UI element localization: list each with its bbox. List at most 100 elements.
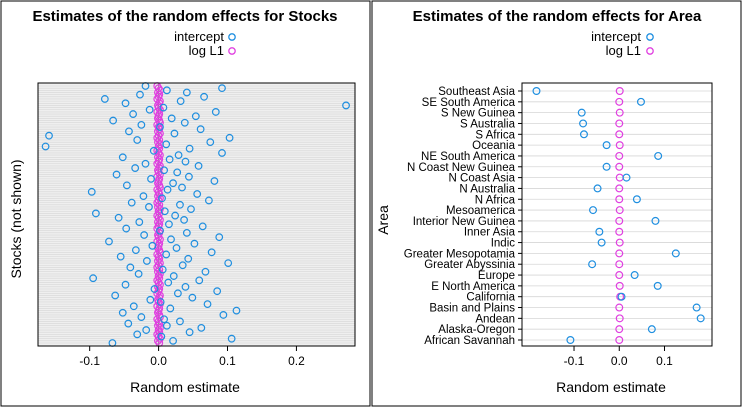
left-point-intercept <box>172 244 181 252</box>
right-ytick-label: Southeast Asia <box>438 86 515 98</box>
left-point-intercept <box>227 334 236 343</box>
right-xtick-label: 0.0 <box>611 354 628 368</box>
left-point-intercept <box>147 174 155 183</box>
left-point-intercept <box>148 241 157 250</box>
left-point-intercept <box>195 276 204 285</box>
right-point-intercept <box>653 281 662 290</box>
right-point-intercept <box>622 173 631 182</box>
left-point-intercept <box>180 118 189 127</box>
right-point-intercept <box>532 86 541 95</box>
right-legend-label-intercept: intercept <box>591 29 641 44</box>
left-point-intercept <box>133 136 142 144</box>
left-legend-label-intercept: intercept <box>174 29 224 44</box>
left-point-intercept <box>215 233 224 242</box>
right-point-intercept <box>593 184 602 193</box>
left-point-intercept <box>197 323 206 332</box>
left-point-intercept <box>173 168 182 177</box>
left-legend-marker-logl1 <box>228 47 236 55</box>
right-plot-frame <box>521 82 713 347</box>
left-title: Estimates of the random effects for Stoc… <box>32 8 337 25</box>
right-point-logl1 <box>615 130 624 139</box>
left-point-intercept <box>178 183 186 192</box>
left-point-intercept <box>162 86 171 95</box>
right-point-logl1 <box>615 260 624 269</box>
right-point-logl1 <box>615 271 624 280</box>
left-point-intercept <box>173 289 182 298</box>
right-ytick-label: Oceania <box>472 140 515 152</box>
right-point-logl1 <box>615 227 624 236</box>
left-point-intercept <box>156 123 164 131</box>
right-point-intercept <box>589 206 598 215</box>
right-xlabel: Random estimate <box>556 379 666 395</box>
left-point-intercept <box>167 114 176 123</box>
left-point-intercept <box>112 170 121 179</box>
left-point-intercept <box>129 302 138 311</box>
right-ytick-label: Interior New Guinea <box>413 216 516 228</box>
left-point-intercept <box>167 235 175 244</box>
left-point-intercept <box>219 311 228 319</box>
left-point-intercept <box>87 187 96 196</box>
left-point-intercept <box>121 280 130 289</box>
left-point-logl1 <box>156 205 164 214</box>
right-point-logl1 <box>615 303 624 312</box>
left-xtick-label: 0.2 <box>288 354 305 368</box>
left-point-intercept <box>124 319 133 328</box>
right-ytick-label: S Australia <box>460 118 516 130</box>
right-ytick-label: NE South America <box>421 151 516 163</box>
left-point-intercept <box>166 304 175 313</box>
right-xtick-label: 0.1 <box>656 354 673 368</box>
left-point-intercept <box>131 164 140 172</box>
right-point-intercept <box>636 97 645 106</box>
left-point-intercept <box>145 203 153 211</box>
right-xtick-label: -0.1 <box>564 354 585 368</box>
left-point-intercept <box>162 321 171 330</box>
left-point-logl1 <box>153 146 162 155</box>
left-point-intercept <box>191 112 200 121</box>
right-point-intercept <box>654 151 663 160</box>
left-point-intercept <box>160 315 169 324</box>
left-point-intercept <box>137 313 146 321</box>
left-point-intercept <box>163 185 172 194</box>
left-point-intercept <box>125 127 133 136</box>
left-point-intercept <box>118 308 127 317</box>
right-point-logl1 <box>615 206 624 215</box>
right-point-intercept <box>579 119 588 128</box>
left-point-intercept <box>193 190 202 198</box>
left-legend-label-logl1: log L1 <box>189 43 224 58</box>
right-point-intercept <box>588 260 597 269</box>
right-plot-background <box>522 83 712 346</box>
left-point-intercept <box>131 246 140 255</box>
right-point-intercept <box>617 292 626 301</box>
left-point-intercept <box>41 142 50 151</box>
left-point-intercept <box>176 200 184 209</box>
right-ytick-label: E North America <box>431 281 515 293</box>
right-point-intercept <box>597 238 606 247</box>
left-point-intercept <box>185 172 193 181</box>
left-point-intercept <box>140 231 149 239</box>
left-point-intercept <box>146 295 155 304</box>
right-point-intercept <box>602 162 611 171</box>
left-point-intercept <box>118 153 127 162</box>
left-point-intercept <box>224 259 233 267</box>
left-point-intercept <box>176 317 184 326</box>
right-point-logl1 <box>615 97 624 106</box>
left-point-intercept <box>129 110 138 118</box>
left-point-intercept <box>122 181 131 190</box>
right-ytick-label: S New Guinea <box>441 108 516 120</box>
left-point-intercept <box>100 95 109 103</box>
left-point-intercept <box>91 209 100 218</box>
left-point-intercept <box>160 166 169 175</box>
left-point-intercept <box>203 300 212 309</box>
right-point-intercept <box>632 195 641 204</box>
left-point-intercept <box>89 274 98 283</box>
left-point-intercept <box>165 220 173 229</box>
left-point-intercept <box>176 97 185 106</box>
left-point-intercept <box>194 162 203 170</box>
left-point-intercept <box>213 287 222 296</box>
left-point-intercept <box>134 269 143 278</box>
right-point-logl1 <box>615 151 624 160</box>
left-point-intercept <box>142 326 151 334</box>
right-point-logl1 <box>615 238 624 247</box>
